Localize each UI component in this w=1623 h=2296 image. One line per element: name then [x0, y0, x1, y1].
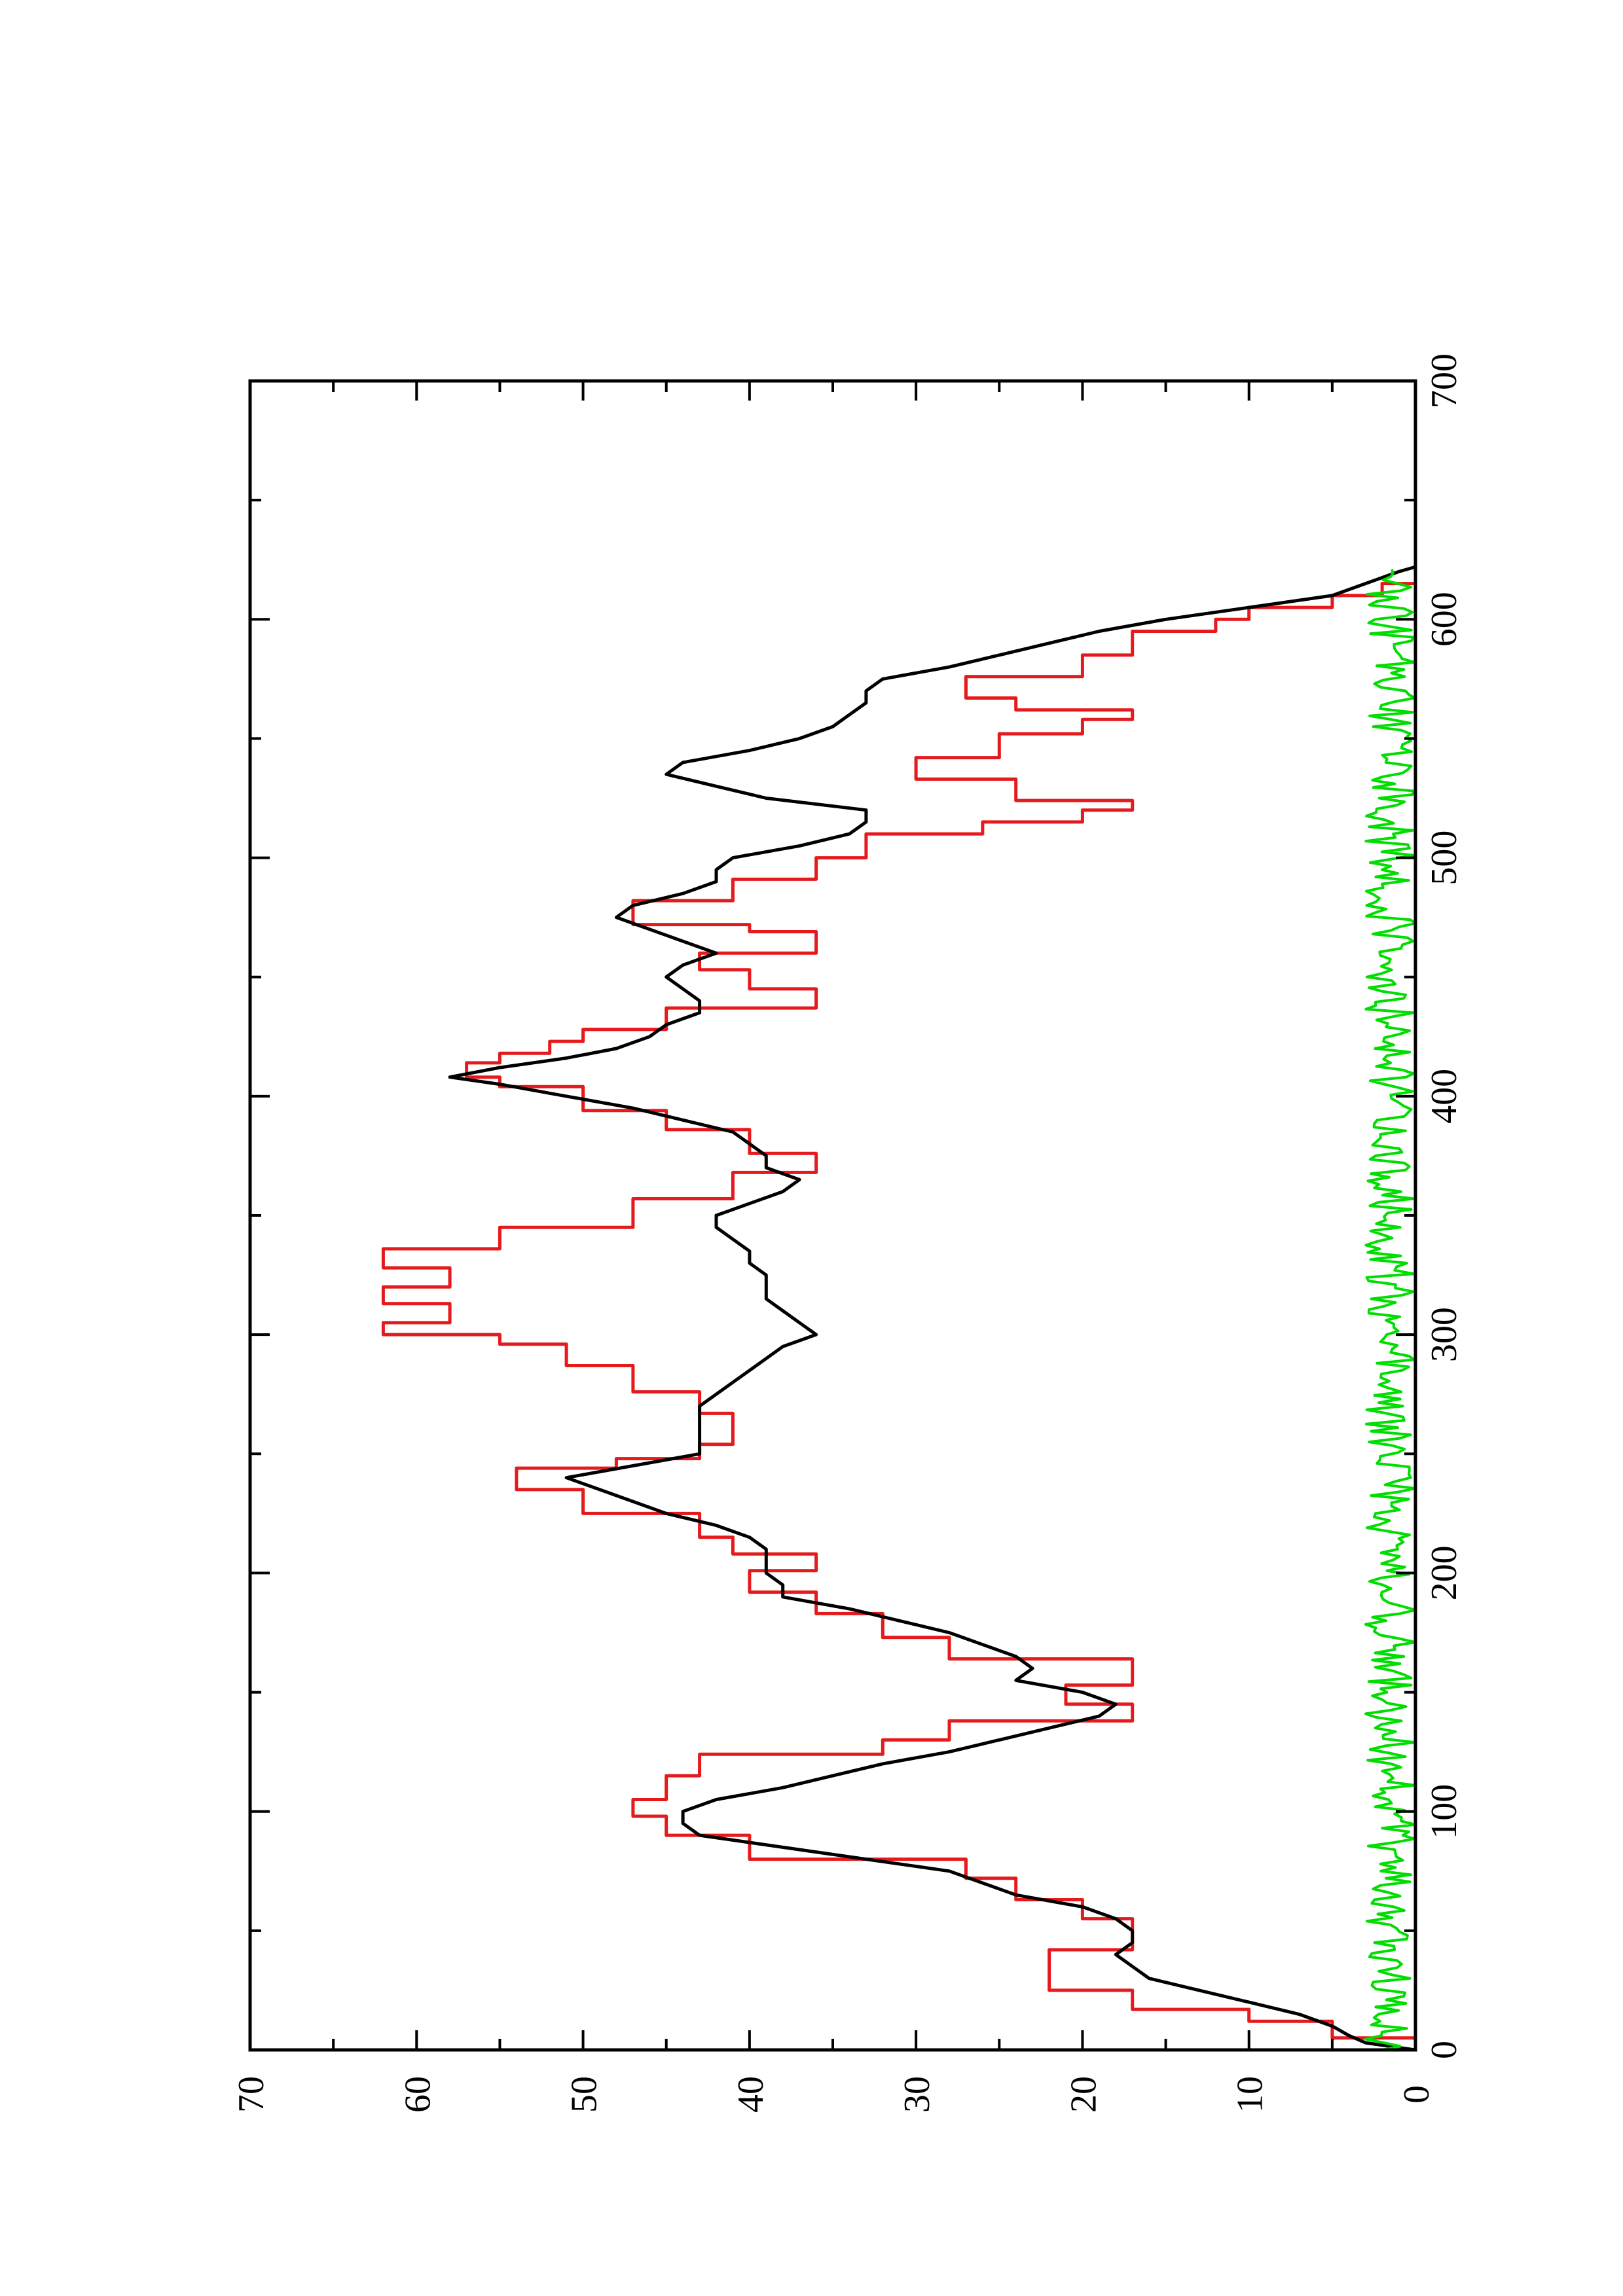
- y-tick-label: 10: [1230, 2076, 1271, 2113]
- x-tick-label: 200: [1424, 1545, 1465, 1600]
- x-tick-label: 600: [1424, 592, 1465, 647]
- y-tick-label: 0: [1396, 2085, 1437, 2104]
- y-tick-label: 40: [731, 2076, 771, 2113]
- y-tick-label: 30: [897, 2076, 938, 2113]
- y-tick-label: 20: [1063, 2076, 1104, 2113]
- series-layer: [381, 565, 1417, 2052]
- x-tick-label: 100: [1424, 1784, 1465, 1839]
- labels-layer: 0 100 200 300 400 500 600 700 0 10 20 30 40 50 60 70: [231, 353, 1465, 2113]
- series-line-2: [448, 565, 1416, 2052]
- x-tick-label: 500: [1424, 831, 1465, 886]
- y-tick-label: 60: [397, 2076, 438, 2113]
- y-tick-label: 50: [564, 2076, 605, 2113]
- y-tick-label: 70: [231, 2076, 272, 2113]
- series-line-1: [381, 582, 1417, 2050]
- x-tick-label: 300: [1424, 1307, 1465, 1362]
- x-tick-label: 400: [1424, 1069, 1465, 1124]
- x-tick-label: 0: [1424, 2041, 1465, 2059]
- ticks-layer: [249, 380, 1417, 2051]
- x-tick-label: 700: [1424, 353, 1465, 408]
- series-line-3: [1364, 569, 1417, 2051]
